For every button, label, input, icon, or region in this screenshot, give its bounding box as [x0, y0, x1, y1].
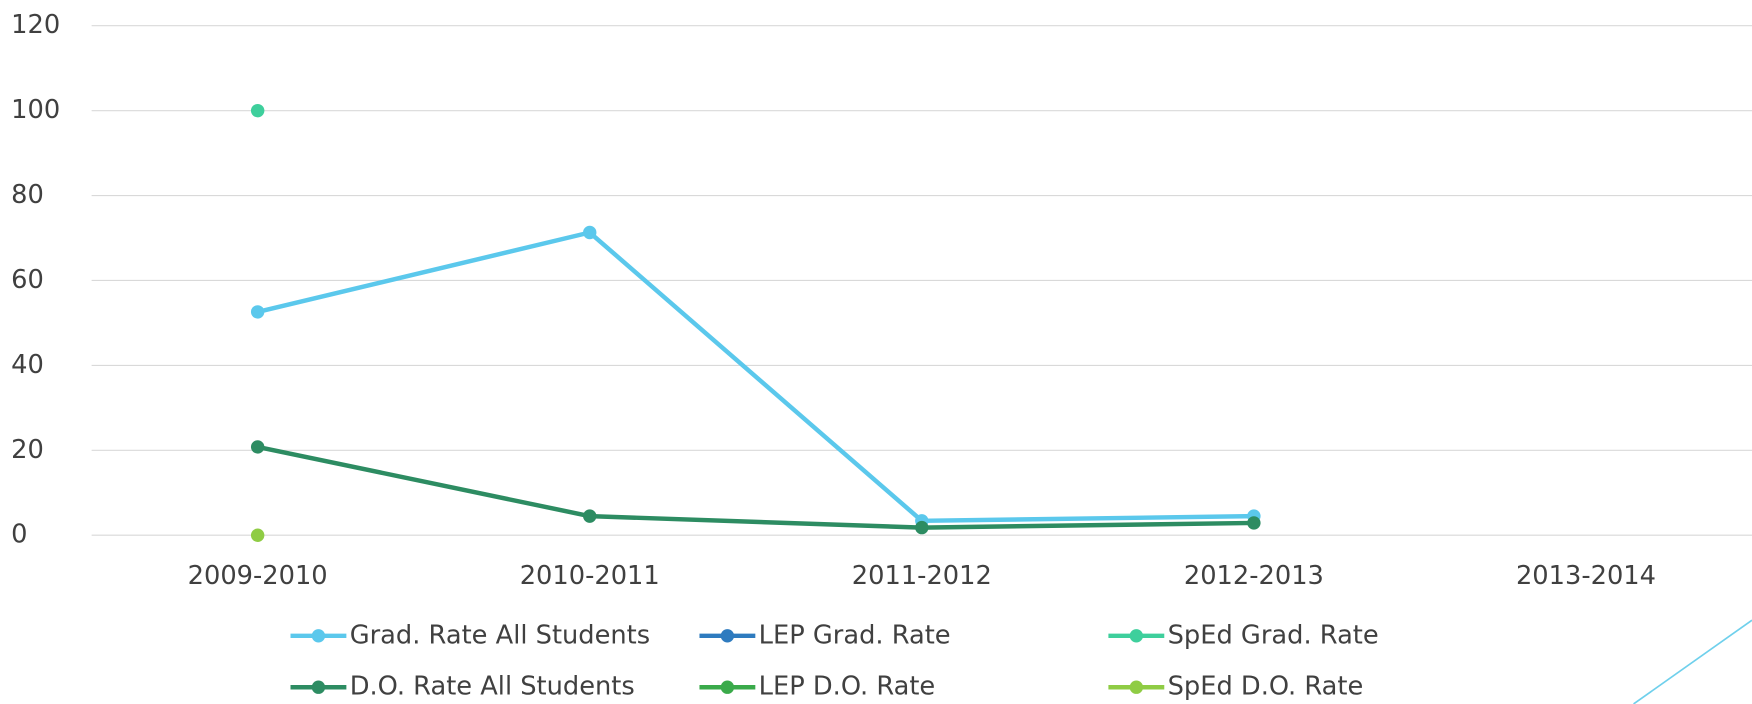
y-tick-label: 120: [11, 10, 60, 40]
y-tick-label: 100: [11, 95, 60, 125]
legend-label: SpEd D.O. Rate: [1168, 672, 1364, 702]
point: [250, 528, 265, 542]
legend-label: LEP D.O. Rate: [759, 672, 936, 702]
point: [583, 509, 597, 523]
legend-label: LEP Grad. Rate: [759, 620, 951, 650]
point: [250, 305, 265, 319]
point: [1247, 516, 1261, 530]
legend-label: SpEd Grad. Rate: [1168, 620, 1379, 650]
legend-label: Grad. Rate All Students: [350, 620, 650, 650]
x-tick-label: 2013-2014: [1516, 561, 1656, 591]
y-tick-label: 80: [11, 180, 44, 210]
point: [250, 103, 265, 118]
legend-swatch-marker: [311, 680, 326, 694]
x-tick-label: 2011-2012: [852, 561, 992, 591]
legend-label: D.O. Rate All Students: [350, 672, 635, 702]
point: [915, 520, 929, 535]
y-tick-label: 0: [11, 520, 27, 550]
point: [250, 440, 265, 454]
point: [583, 225, 597, 240]
legend-swatch-marker: [720, 680, 735, 694]
series-line: [257, 230, 1254, 524]
legend-swatch-marker: [1129, 680, 1144, 694]
decoration: [1633, 619, 1752, 704]
legend-swatch-marker: [311, 629, 326, 643]
legend-swatch-marker: [720, 629, 735, 643]
y-tick-label: 20: [11, 435, 44, 465]
x-tick-label: 2009-2010: [188, 561, 328, 591]
x-tick-label: 2010-2011: [520, 561, 660, 591]
y-tick-label: 60: [11, 265, 44, 295]
legend-swatch-marker: [1129, 629, 1144, 643]
x-tick-label: 2012-2013: [1184, 561, 1324, 591]
y-tick-label: 40: [11, 350, 44, 380]
series-line: [257, 444, 1254, 530]
